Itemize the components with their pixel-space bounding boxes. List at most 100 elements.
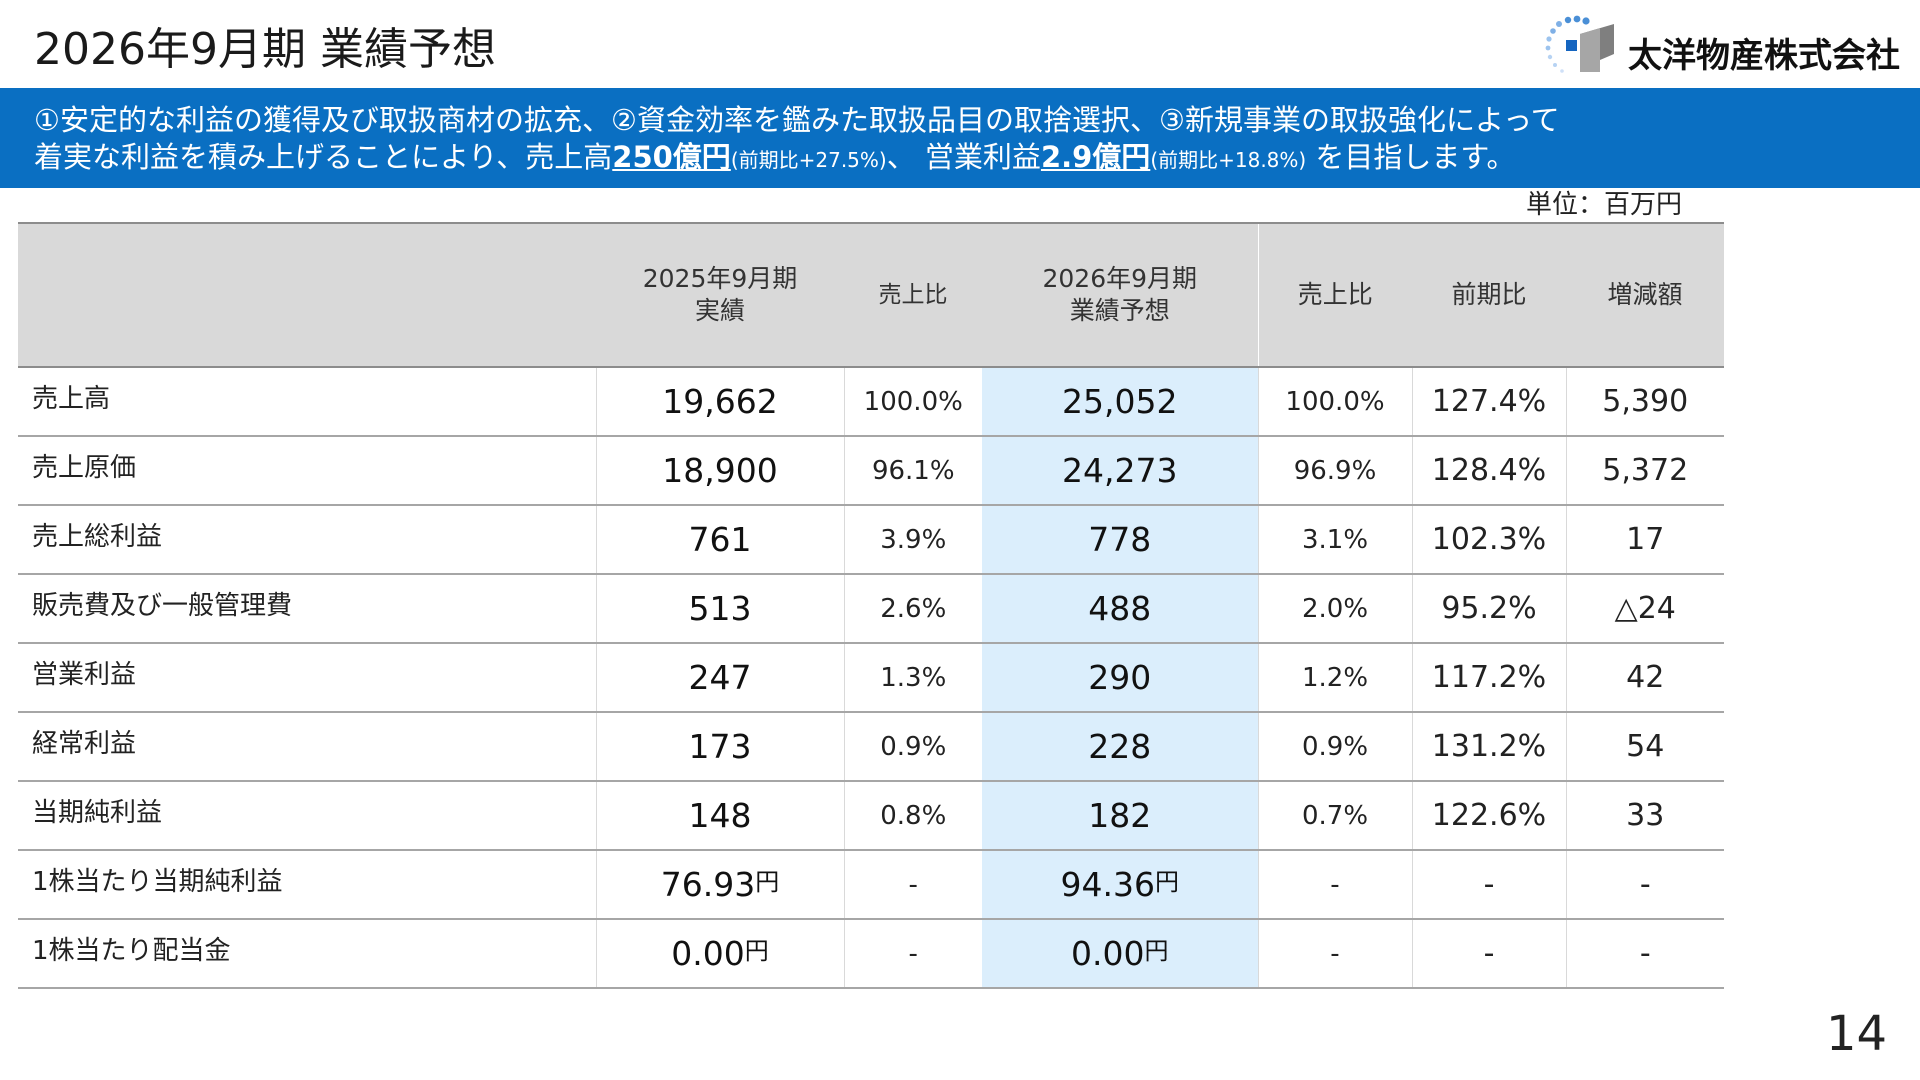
yoy-value: - <box>1411 919 1566 989</box>
fy2025-ratio: 0.9% <box>843 712 982 782</box>
row-label: 1株当たり当期純利益 <box>18 850 596 920</box>
fy2026-ratio: 100.0% <box>1257 367 1412 437</box>
fy2026-ratio: - <box>1257 850 1412 920</box>
fy2025-ratio: - <box>843 919 982 989</box>
fy2025-value: 148 <box>595 781 844 851</box>
table-header-row: 2025年9月期 実績 売上比 2026年9月期 業績予想 売上比 前期比 増減額 <box>18 222 1724 368</box>
fy2025-ratio: 2.6% <box>843 574 982 644</box>
fy2026-ratio: - <box>1257 919 1412 989</box>
fy2025-value: 173 <box>595 712 844 782</box>
page-title: 2026年9月期 業績予想 <box>34 24 496 75</box>
row-label: 売上高 <box>18 367 596 437</box>
fy2026-value: 290 <box>982 643 1258 713</box>
fy2025-ratio: 0.8% <box>843 781 982 851</box>
table-row: 売上総利益 761 3.9% 778 3.1% 102.3% 17 <box>18 505 1724 575</box>
yen-unit: 円 <box>1154 868 1179 896</box>
fy2026-ratio: 96.9% <box>1257 436 1412 506</box>
fy2025-value: 19,662 <box>595 367 844 437</box>
yoy-value: 122.6% <box>1411 781 1566 851</box>
fy2026-ratio: 2.0% <box>1257 574 1412 644</box>
fy2025-value: 761 <box>595 505 844 575</box>
yen-unit: 円 <box>1144 937 1169 965</box>
row-label: 売上原価 <box>18 436 596 506</box>
banner-text-end: を目指します。 <box>1306 140 1516 174</box>
fy2025-ratio: - <box>843 850 982 920</box>
fy2025-ratio: 3.9% <box>843 505 982 575</box>
header-yoy: 前期比 <box>1412 222 1566 368</box>
table-row: 1株当たり配当金 0.00円 - 0.00円 - - - <box>18 919 1724 989</box>
yoy-value: 127.4% <box>1411 367 1566 437</box>
header-fy2026: 2026年9月期 業績予想 <box>982 222 1258 368</box>
table-row: 販売費及び一般管理費 513 2.6% 488 2.0% 95.2% △24 <box>18 574 1724 644</box>
unit-label: 単位：百万円 <box>1525 190 1682 220</box>
row-label: 売上総利益 <box>18 505 596 575</box>
banner-text-mid: 、 営業利益 <box>886 140 1041 174</box>
yoy-value: 102.3% <box>1411 505 1566 575</box>
sales-growth: (前期比+27.5%) <box>730 148 887 172</box>
header-fy2025: 2025年9月期 実績 <box>596 222 844 368</box>
op-profit-target: 2.9億円 <box>1040 140 1151 174</box>
row-label: 経常利益 <box>18 712 596 782</box>
header-ratio-2025: 売上比 <box>844 222 982 368</box>
table-row: 1株当たり当期純利益 76.93円 - 94.36円 - - - <box>18 850 1724 920</box>
company-logo: 太洋物産株式会社 <box>1528 14 1900 84</box>
yoy-value: 95.2% <box>1411 574 1566 644</box>
fy2026-value: 24,273 <box>982 436 1258 506</box>
change-value: △24 <box>1565 574 1724 644</box>
yoy-value: 117.2% <box>1411 643 1566 713</box>
header-blank <box>18 222 596 368</box>
header-ratio-2026: 売上比 <box>1257 222 1412 368</box>
fy2026-value: 94.36円 <box>982 850 1258 920</box>
fy2026-value: 488 <box>982 574 1258 644</box>
fy2025-ratio: 96.1% <box>843 436 982 506</box>
logo-mark-icon <box>1545 15 1614 73</box>
change-value: 54 <box>1565 712 1724 782</box>
fy2026-value: 228 <box>982 712 1258 782</box>
fy2026-ratio: 0.9% <box>1257 712 1412 782</box>
row-label: 1株当たり配当金 <box>18 919 596 989</box>
company-name: 太洋物産株式会社 <box>1628 36 1900 76</box>
fy2026-value: 0.00円 <box>982 919 1258 989</box>
forecast-table: 2025年9月期 実績 売上比 2026年9月期 業績予想 売上比 前期比 増減額 … <box>18 222 1724 989</box>
banner-line-2: 着実な利益を積み上げることにより、売上高250億円(前期比+27.5%)、 営業… <box>34 139 1920 179</box>
page-number: 14 <box>1826 1006 1888 1062</box>
fy2025-value: 247 <box>595 643 844 713</box>
yoy-value: 131.2% <box>1411 712 1566 782</box>
change-value: 5,390 <box>1565 367 1724 437</box>
fy2025-value: 513 <box>595 574 844 644</box>
summary-banner: ①安定的な利益の獲得及び取扱商材の拡充、②資金効率を鑑みた取扱品目の取捨選択、③… <box>0 88 1920 188</box>
change-value: 5,372 <box>1565 436 1724 506</box>
header-change: 増減額 <box>1566 222 1724 368</box>
banner-line-1: ①安定的な利益の獲得及び取扱商材の拡充、②資金効率を鑑みた取扱品目の取捨選択、③… <box>34 103 1560 137</box>
fy2025-value: 18,900 <box>595 436 844 506</box>
fy2025-ratio: 1.3% <box>843 643 982 713</box>
change-value: 42 <box>1565 643 1724 713</box>
row-label: 販売費及び一般管理費 <box>18 574 596 644</box>
yoy-value: 128.4% <box>1411 436 1566 506</box>
table-row: 売上高 19,662 100.0% 25,052 100.0% 127.4% 5… <box>18 367 1724 437</box>
fy2025-value: 76.93円 <box>595 850 844 920</box>
row-label: 当期純利益 <box>18 781 596 851</box>
fy2025-ratio: 100.0% <box>843 367 982 437</box>
fy2026-ratio: 3.1% <box>1257 505 1412 575</box>
banner-text-pre: 着実な利益を積み上げることにより、売上高 <box>34 140 613 174</box>
fy2026-ratio: 1.2% <box>1257 643 1412 713</box>
op-profit-growth: (前期比+18.8%) <box>1150 148 1307 172</box>
fy2026-value: 182 <box>982 781 1258 851</box>
yoy-value: - <box>1411 850 1566 920</box>
row-label: 営業利益 <box>18 643 596 713</box>
yen-unit: 円 <box>755 868 780 896</box>
sales-target: 250億円 <box>612 140 731 174</box>
change-value: 33 <box>1565 781 1724 851</box>
table-row: 売上原価 18,900 96.1% 24,273 96.9% 128.4% 5,… <box>18 436 1724 506</box>
table-row: 営業利益 247 1.3% 290 1.2% 117.2% 42 <box>18 643 1724 713</box>
change-value: - <box>1565 919 1724 989</box>
table-row: 当期純利益 148 0.8% 182 0.7% 122.6% 33 <box>18 781 1724 851</box>
fy2026-ratio: 0.7% <box>1257 781 1412 851</box>
fy2025-value: 0.00円 <box>595 919 844 989</box>
yen-unit: 円 <box>744 937 769 965</box>
table-row: 経常利益 173 0.9% 228 0.9% 131.2% 54 <box>18 712 1724 782</box>
fy2026-value: 25,052 <box>982 367 1258 437</box>
change-value: 17 <box>1565 505 1724 575</box>
change-value: - <box>1565 850 1724 920</box>
